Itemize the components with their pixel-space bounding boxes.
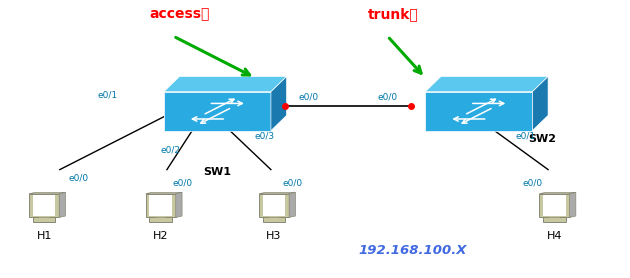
Polygon shape <box>425 76 548 92</box>
Polygon shape <box>259 194 289 217</box>
Text: e0/0: e0/0 <box>522 179 542 188</box>
Text: H2: H2 <box>153 231 168 241</box>
Polygon shape <box>263 195 285 216</box>
Polygon shape <box>543 195 566 216</box>
Polygon shape <box>570 192 576 217</box>
Text: H3: H3 <box>266 231 282 241</box>
Polygon shape <box>271 76 287 131</box>
Polygon shape <box>547 213 562 217</box>
Polygon shape <box>164 92 271 131</box>
Text: e0/3: e0/3 <box>255 132 275 141</box>
Text: e0/0: e0/0 <box>283 179 303 188</box>
Polygon shape <box>29 194 59 217</box>
Polygon shape <box>539 194 570 217</box>
Polygon shape <box>263 217 285 222</box>
Text: e0/0: e0/0 <box>69 173 89 182</box>
Polygon shape <box>539 192 576 194</box>
Text: SW2: SW2 <box>528 134 556 144</box>
Polygon shape <box>33 195 55 216</box>
Polygon shape <box>289 192 295 217</box>
Text: e0/1: e0/1 <box>516 132 536 141</box>
Polygon shape <box>146 194 176 217</box>
Polygon shape <box>259 192 295 194</box>
Polygon shape <box>164 76 287 92</box>
Text: H4: H4 <box>547 231 562 241</box>
Text: e0/0: e0/0 <box>173 179 193 188</box>
Polygon shape <box>37 213 52 217</box>
Polygon shape <box>29 192 66 194</box>
Text: e0/1: e0/1 <box>97 90 117 99</box>
Polygon shape <box>33 217 55 222</box>
Text: e0/0: e0/0 <box>299 93 319 102</box>
Text: trunk口: trunk口 <box>369 7 419 21</box>
Text: e0/0: e0/0 <box>377 93 398 102</box>
Polygon shape <box>176 192 182 217</box>
Text: 192.168.100.X: 192.168.100.X <box>358 244 467 257</box>
Polygon shape <box>425 92 532 131</box>
Text: SW1: SW1 <box>203 167 231 177</box>
Polygon shape <box>146 192 182 194</box>
Text: H1: H1 <box>37 231 52 241</box>
Polygon shape <box>543 217 566 222</box>
Polygon shape <box>153 213 168 217</box>
Text: access口: access口 <box>149 7 210 21</box>
Polygon shape <box>149 217 172 222</box>
Polygon shape <box>266 213 282 217</box>
Polygon shape <box>59 192 66 217</box>
Polygon shape <box>532 76 548 131</box>
Polygon shape <box>149 195 172 216</box>
Text: e0/2: e0/2 <box>160 146 180 155</box>
